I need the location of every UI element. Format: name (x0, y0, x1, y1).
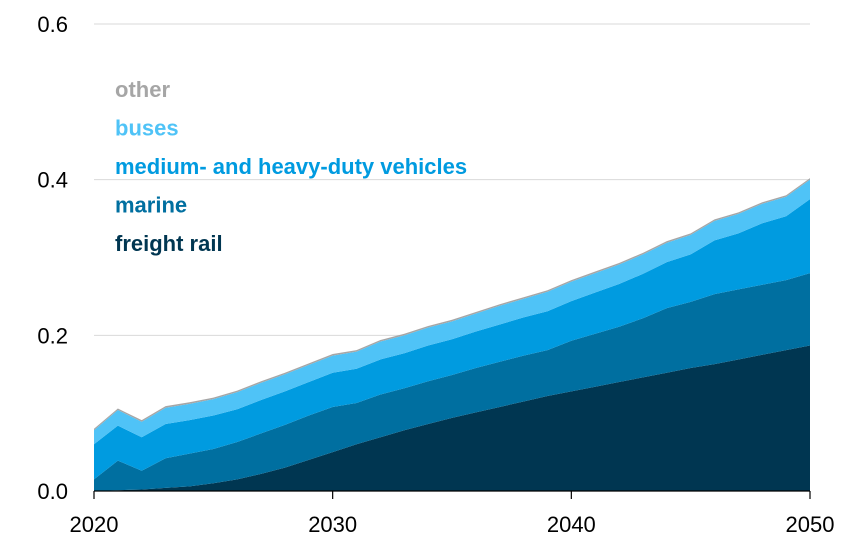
area-marine (94, 273, 810, 491)
y-tick-label: 0.2 (37, 323, 68, 348)
legend-entry: other (115, 77, 170, 102)
x-tick-label: 2040 (547, 512, 596, 537)
area-medium-and-heavy-duty-vehicles (94, 199, 810, 480)
area-series (94, 178, 810, 491)
legend: other buses medium- and heavy-duty vehicle… (115, 77, 467, 256)
y-tick-label: 0.0 (37, 479, 68, 504)
legend-entry: medium- and heavy-duty vehicles (115, 154, 467, 179)
legend-entry: marine (115, 193, 187, 218)
x-tick-label: 2050 (786, 512, 835, 537)
legend-entry: freight rail (115, 231, 223, 256)
legend-entry: buses (115, 116, 179, 141)
y-tick-label: 0.6 (37, 12, 68, 37)
y-tick-labels: 0.0 0.2 0.4 0.6 (37, 12, 68, 504)
x-tick-label: 2030 (308, 512, 357, 537)
area-buses (94, 179, 810, 445)
y-tick-label: 0.4 (37, 168, 68, 193)
x-tick-label: 2020 (70, 512, 119, 537)
x-tick-labels: 2020 2030 2040 2050 (70, 512, 835, 537)
area-freight-rail (94, 345, 810, 491)
x-axis (93, 490, 811, 499)
